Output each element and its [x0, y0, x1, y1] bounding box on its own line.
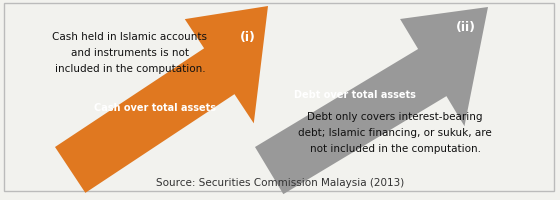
Text: Cash held in Islamic accounts: Cash held in Islamic accounts: [53, 32, 208, 42]
Text: (i): (i): [240, 31, 256, 44]
Text: Cash over total assets: Cash over total assets: [94, 102, 216, 112]
Polygon shape: [255, 8, 488, 194]
Polygon shape: [55, 7, 268, 193]
Text: included in the computation.: included in the computation.: [55, 64, 206, 74]
Text: Debt over total assets: Debt over total assets: [294, 90, 416, 100]
Text: (ii): (ii): [456, 21, 476, 34]
Text: Debt only covers interest-bearing: Debt only covers interest-bearing: [307, 111, 483, 121]
Text: not included in the computation.: not included in the computation.: [310, 143, 480, 153]
Text: debt; Islamic financing, or sukuk, are: debt; Islamic financing, or sukuk, are: [298, 127, 492, 137]
Text: Source: Securities Commission Malaysia (2013): Source: Securities Commission Malaysia (…: [156, 177, 404, 187]
Text: and instruments is not: and instruments is not: [71, 48, 189, 58]
